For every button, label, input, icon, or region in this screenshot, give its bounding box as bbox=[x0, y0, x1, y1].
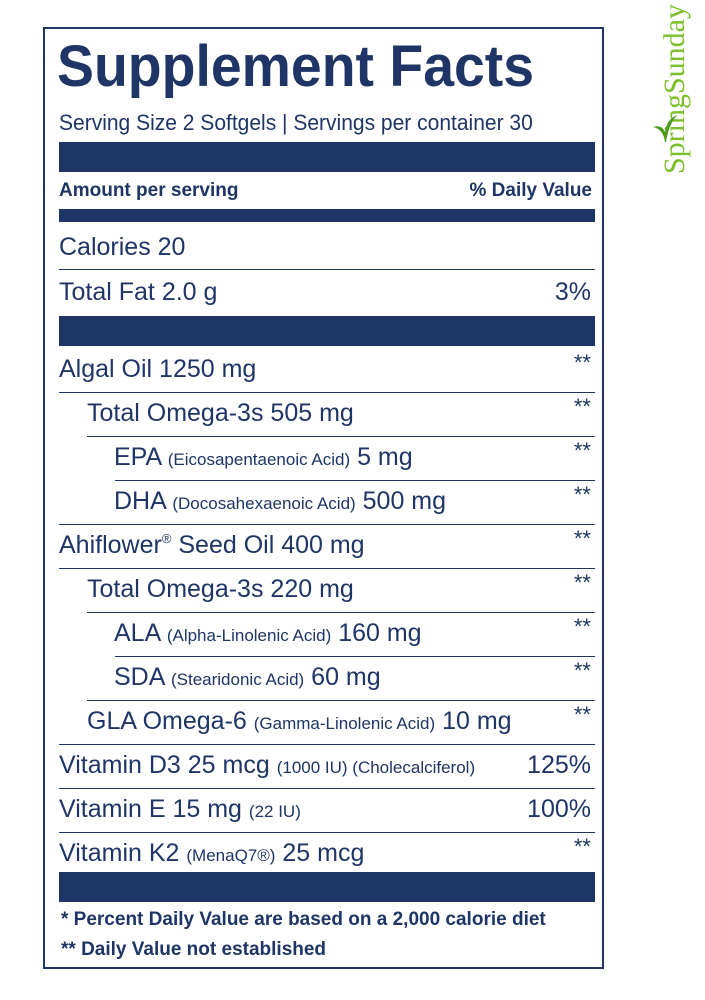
footnote-daily-value: * Percent Daily Value are based on a 2,0… bbox=[61, 909, 546, 930]
daily-value: ** bbox=[573, 350, 591, 375]
daily-value: 100% bbox=[527, 795, 591, 823]
daily-value: ** bbox=[573, 570, 591, 595]
nutrient-row-total-fat: Total Fat 2.0 g 3% bbox=[59, 270, 595, 314]
nutrient-row-ahiflower: Ahiflower® Seed Oil 400 mg ** bbox=[59, 523, 595, 567]
brand-name: SpringSunday bbox=[658, 4, 691, 175]
daily-value-header: % Daily Value bbox=[469, 180, 592, 201]
row-divider bbox=[59, 744, 595, 745]
daily-value: ** bbox=[573, 526, 591, 551]
divider-bar-middle bbox=[59, 316, 595, 346]
row-divider bbox=[59, 524, 595, 525]
leaf-icon bbox=[653, 115, 677, 142]
row-divider bbox=[59, 269, 595, 270]
nutrient-row-algal-oil: Algal Oil 1250 mg ** bbox=[59, 347, 595, 391]
nutrient-label: Vitamin E 15 mg (22 IU) bbox=[59, 795, 301, 823]
nutrient-row-dha: DHA (Docosahexaenoic Acid) 500 mg ** bbox=[59, 479, 595, 523]
label-title: Supplement Facts bbox=[57, 34, 535, 99]
row-divider bbox=[115, 480, 595, 481]
serving-info: Serving Size 2 Softgels | Servings per c… bbox=[59, 110, 533, 135]
nutrient-row-vitamin-d3: Vitamin D3 25 mcg (1000 IU) (Cholecalcif… bbox=[59, 743, 595, 787]
row-divider bbox=[59, 568, 595, 569]
nutrient-row-gla: GLA Omega-6 (Gamma-Linolenic Acid) 10 mg… bbox=[59, 699, 595, 743]
daily-value: ** bbox=[573, 482, 591, 507]
nutrient-label: Vitamin D3 25 mcg (1000 IU) (Cholecalcif… bbox=[59, 751, 476, 779]
nutrient-label: DHA (Docosahexaenoic Acid) 500 mg bbox=[114, 487, 447, 515]
row-divider bbox=[87, 436, 595, 437]
nutrient-label: Ahiflower® Seed Oil 400 mg bbox=[59, 531, 365, 559]
nutrient-row-vitamin-k2: Vitamin K2 (MenaQ7®) 25 mcg ** bbox=[59, 831, 595, 875]
nutrient-row-epa: EPA (Eicosapentaenoic Acid) 5 mg ** bbox=[59, 435, 595, 479]
divider-bar-top bbox=[59, 142, 595, 172]
footnote-not-established: ** Daily Value not established bbox=[61, 939, 327, 960]
nutrient-row-omega3-ahiflower: Total Omega-3s 220 mg ** bbox=[59, 567, 595, 611]
divider-bar-bottom bbox=[59, 872, 595, 902]
nutrient-label: Total Omega-3s 505 mg bbox=[87, 399, 354, 427]
nutrient-label: Total Fat 2.0 g bbox=[59, 278, 218, 306]
nutrient-row-ala: ALA (Alpha-Linolenic Acid) 160 mg ** bbox=[59, 611, 595, 655]
supplement-facts-panel: Supplement Facts Serving Size 2 Softgels… bbox=[43, 27, 604, 969]
nutrient-row-omega3-algal: Total Omega-3s 505 mg ** bbox=[59, 391, 595, 435]
daily-value: ** bbox=[573, 658, 591, 683]
nutrient-label: GLA Omega-6 (Gamma-Linolenic Acid) 10 mg bbox=[87, 707, 512, 735]
nutrient-row-vitamin-e: Vitamin E 15 mg (22 IU) 100% bbox=[59, 787, 595, 831]
nutrient-label: Vitamin K2 (MenaQ7®) 25 mcg bbox=[59, 839, 365, 867]
daily-value: ** bbox=[573, 614, 591, 639]
brand-logo: SpringSunday bbox=[646, 4, 704, 182]
daily-value: 3% bbox=[554, 278, 591, 306]
daily-value: 125% bbox=[527, 751, 591, 779]
divider-bar-header bbox=[59, 209, 595, 222]
nutrient-label: ALA (Alpha-Linolenic Acid) 160 mg bbox=[114, 619, 422, 647]
row-divider bbox=[87, 612, 595, 613]
amount-per-serving-header: Amount per serving bbox=[59, 180, 239, 201]
row-divider bbox=[59, 832, 595, 833]
nutrient-label: Calories 20 bbox=[59, 233, 186, 261]
daily-value: ** bbox=[573, 394, 591, 419]
daily-value: ** bbox=[573, 834, 591, 859]
row-divider bbox=[87, 700, 595, 701]
nutrient-label: Total Omega-3s 220 mg bbox=[87, 575, 354, 603]
daily-value: ** bbox=[573, 702, 591, 727]
daily-value: ** bbox=[573, 438, 591, 463]
nutrient-row-calories: Calories 20 bbox=[59, 225, 595, 269]
nutrient-label: SDA (Stearidonic Acid) 60 mg bbox=[114, 663, 381, 691]
row-divider bbox=[115, 656, 595, 657]
nutrient-label: Algal Oil 1250 mg bbox=[59, 355, 257, 383]
row-divider bbox=[59, 788, 595, 789]
nutrient-label: EPA (Eicosapentaenoic Acid) 5 mg bbox=[114, 443, 413, 471]
row-divider bbox=[59, 392, 595, 393]
nutrient-row-sda: SDA (Stearidonic Acid) 60 mg ** bbox=[59, 655, 595, 699]
